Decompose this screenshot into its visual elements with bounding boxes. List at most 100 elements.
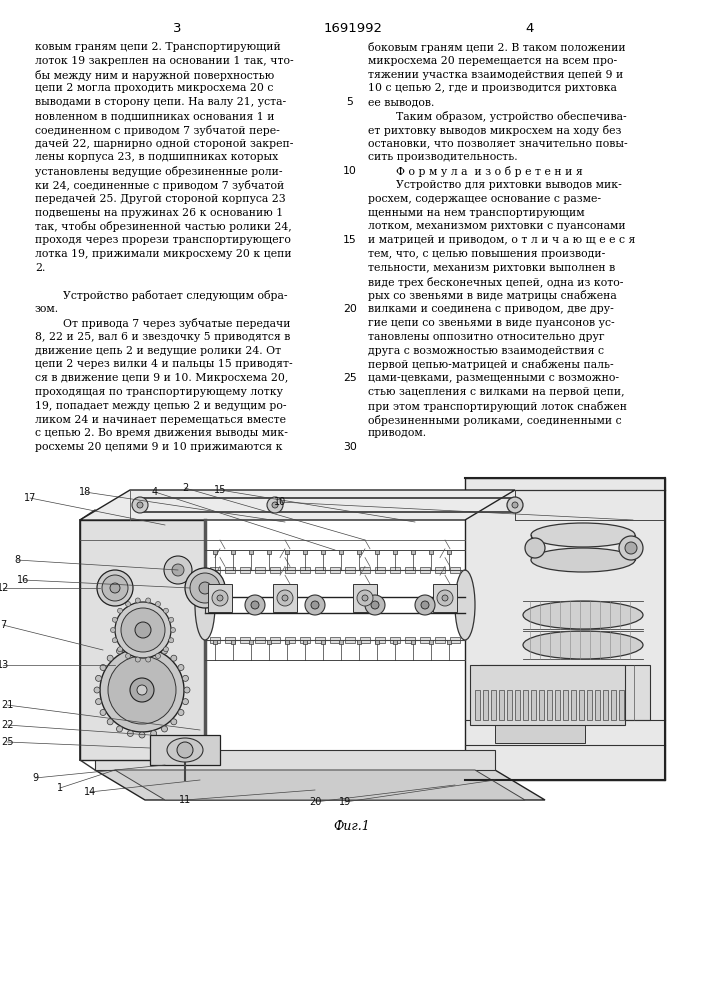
Text: виде трех бесконечных цепей, одна из кото-: виде трех бесконечных цепей, одна из кот… [368, 277, 624, 288]
Text: 8, 22 и 25, вал 6 и звездочку 5 приводятся в: 8, 22 и 25, вал 6 и звездочку 5 приводят… [35, 332, 291, 342]
Text: лоток 19 закреплен на основании 1 так, что-: лоток 19 закреплен на основании 1 так, ч… [35, 56, 293, 66]
Bar [523, 690, 528, 720]
Bar [357, 640, 361, 644]
Bar [225, 567, 235, 573]
Bar [303, 640, 307, 644]
Text: лотка 19, прижимали микросхему 20 к цепи: лотка 19, прижимали микросхему 20 к цепи [35, 249, 291, 259]
Ellipse shape [442, 595, 448, 601]
Text: 12: 12 [0, 583, 9, 593]
Ellipse shape [525, 538, 545, 558]
Ellipse shape [531, 548, 635, 572]
Bar [267, 550, 271, 554]
Bar [210, 567, 220, 573]
Ellipse shape [421, 601, 429, 609]
Text: Таким образом, устройство обеспечива-: Таким образом, устройство обеспечива- [368, 111, 626, 122]
Ellipse shape [190, 573, 220, 603]
Ellipse shape [117, 648, 122, 654]
Ellipse shape [132, 497, 148, 513]
Bar [360, 567, 370, 573]
Text: 1: 1 [57, 783, 63, 793]
Bar [405, 567, 415, 573]
Ellipse shape [171, 719, 177, 725]
Ellipse shape [100, 710, 106, 716]
Ellipse shape [182, 675, 189, 681]
Ellipse shape [277, 590, 293, 606]
Ellipse shape [217, 595, 223, 601]
Bar [495, 725, 585, 743]
Ellipse shape [95, 675, 102, 681]
Bar [231, 640, 235, 644]
Ellipse shape [415, 595, 435, 615]
Bar [429, 640, 433, 644]
Bar [285, 567, 295, 573]
Ellipse shape [135, 657, 140, 662]
Bar [619, 690, 624, 720]
Ellipse shape [371, 601, 379, 609]
Text: 5: 5 [346, 97, 354, 107]
Bar [499, 690, 504, 720]
Text: 10: 10 [274, 497, 286, 507]
Ellipse shape [126, 602, 131, 607]
Ellipse shape [97, 570, 133, 606]
Bar [420, 567, 430, 573]
Bar [603, 690, 608, 720]
Text: цепи 2 через вилки 4 и пальцы 15 приводят-: цепи 2 через вилки 4 и пальцы 15 приводя… [35, 359, 293, 369]
Bar [360, 637, 370, 643]
Bar [330, 637, 340, 643]
Text: ликом 24 и начинает перемещаться вместе: ликом 24 и начинает перемещаться вместе [35, 415, 286, 425]
Text: 15: 15 [214, 485, 226, 495]
Bar [270, 637, 280, 643]
Text: росхем, содержащее основание с разме-: росхем, содержащее основание с разме- [368, 194, 601, 204]
Text: приводом.: приводом. [368, 428, 427, 438]
Text: 19, попадает между цепью 2 и ведущим ро-: 19, попадает между цепью 2 и ведущим ро- [35, 401, 286, 411]
Text: зом.: зом. [35, 304, 59, 314]
Bar [375, 640, 379, 644]
Bar [450, 567, 460, 573]
Bar [470, 665, 625, 725]
Text: 3: 3 [173, 22, 181, 35]
Ellipse shape [171, 655, 177, 661]
Bar [447, 550, 451, 554]
Ellipse shape [625, 542, 637, 554]
Text: друга с возможностью взаимодействия с: друга с возможностью взаимодействия с [368, 346, 604, 356]
Ellipse shape [127, 730, 134, 736]
Text: выводами в сторону цепи. На валу 21, уста-: выводами в сторону цепи. На валу 21, уст… [35, 97, 286, 107]
Ellipse shape [167, 738, 203, 762]
Bar [375, 567, 385, 573]
Ellipse shape [117, 608, 122, 613]
Text: 14: 14 [84, 787, 96, 797]
Ellipse shape [94, 687, 100, 693]
Ellipse shape [182, 699, 189, 705]
Bar [405, 637, 415, 643]
Text: 19: 19 [339, 797, 351, 807]
Text: рых со звеньями в виде матрицы снабжена: рых со звеньями в виде матрицы снабжена [368, 290, 617, 301]
Ellipse shape [164, 556, 192, 584]
Text: 2.: 2. [35, 263, 45, 273]
Text: 18: 18 [79, 487, 91, 497]
Ellipse shape [108, 656, 176, 724]
Bar [300, 567, 310, 573]
Text: 20: 20 [343, 304, 357, 314]
Text: вилками и соединена с приводом, две дру-: вилками и соединена с приводом, две дру- [368, 304, 614, 314]
Ellipse shape [156, 653, 160, 658]
Bar [390, 567, 400, 573]
Ellipse shape [185, 568, 225, 608]
Bar [411, 640, 415, 644]
Bar [330, 567, 340, 573]
Bar [255, 637, 265, 643]
Text: проходя через прорези транспортирующего: проходя через прорези транспортирующего [35, 235, 291, 245]
Bar [210, 637, 220, 643]
Bar [285, 640, 289, 644]
Bar [539, 690, 544, 720]
Bar [595, 690, 600, 720]
Text: и матрицей и приводом, о т л и ч а ю щ е е с я: и матрицей и приводом, о т л и ч а ю щ е… [368, 235, 636, 245]
Bar [315, 637, 325, 643]
Text: От привода 7 через зубчатые передачи: От привода 7 через зубчатые передачи [35, 318, 291, 329]
Polygon shape [465, 478, 665, 780]
Text: цепи 2 могла проходить микросхема 20 с: цепи 2 могла проходить микросхема 20 с [35, 83, 274, 93]
Text: 11: 11 [179, 795, 191, 805]
Bar [531, 690, 536, 720]
Text: проходящая по транспортирующему лотку: проходящая по транспортирующему лотку [35, 387, 283, 397]
Ellipse shape [169, 638, 174, 643]
Text: тем, что, с целью повышения производи-: тем, что, с целью повышения производи- [368, 249, 605, 259]
